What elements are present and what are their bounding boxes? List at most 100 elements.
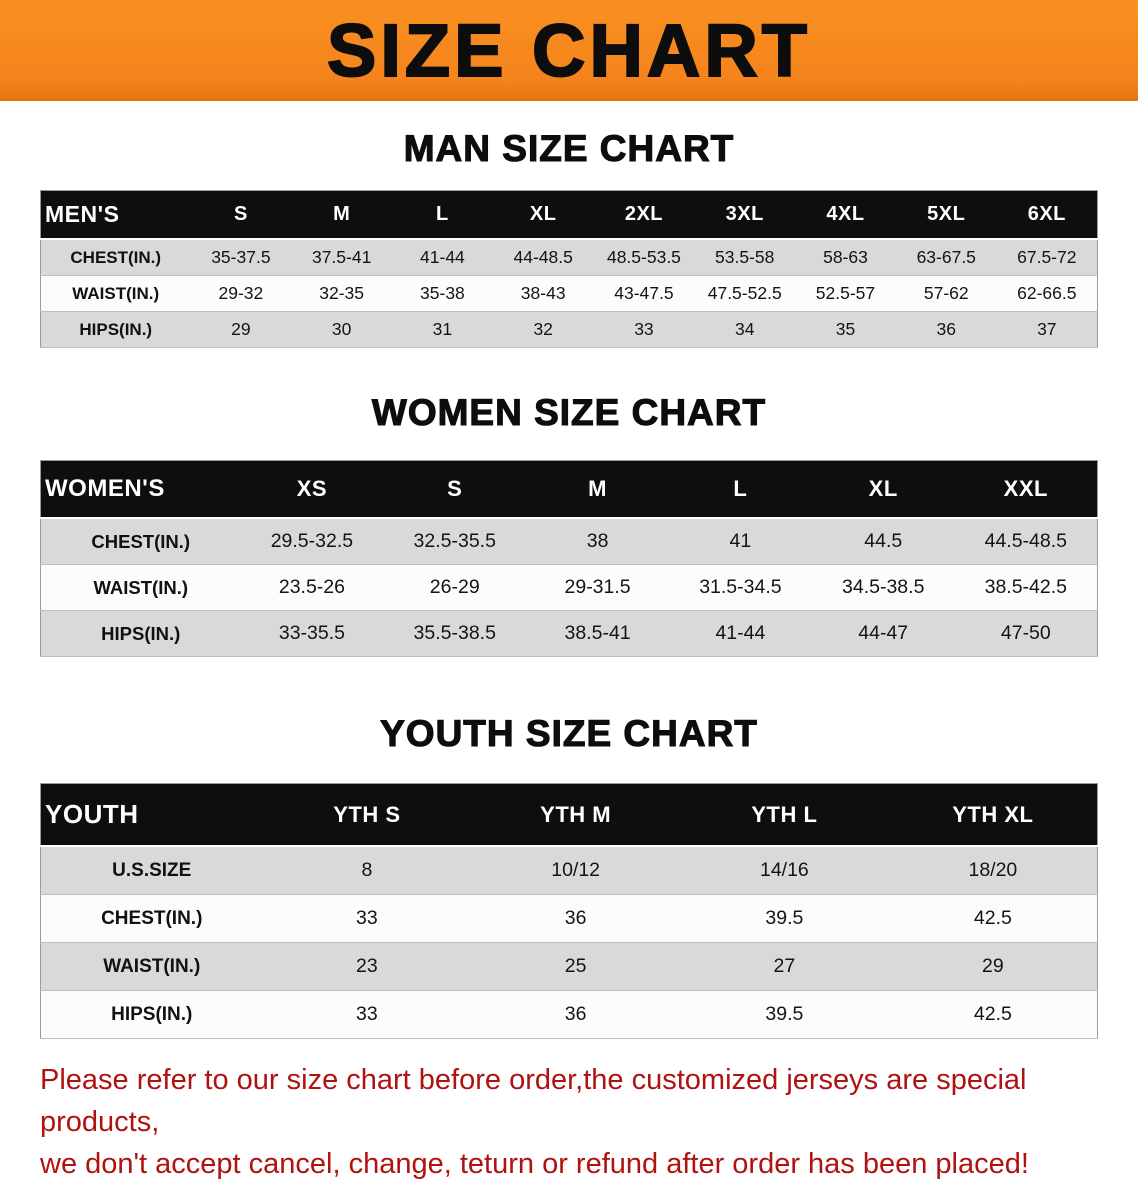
women-size-table: WOMEN'S XS S M L XL XXL CHEST(IN.) 29.5-32.5 32.5… (40, 460, 1098, 657)
table-header-row: MEN'S S M L XL 2XL 3XL 4XL 5XL 6XL (40, 190, 1098, 240)
data-cell: 39.5 (680, 990, 889, 1039)
youth-size-section: YOUTH SIZE CHART YOUTH YTH S YTH M YTH L YTH… (0, 712, 1138, 1039)
size-chart-banner: SIZE CHART (0, 0, 1138, 101)
data-cell: 47-50 (954, 610, 1098, 657)
men-size-section: MAN SIZE CHART MEN'S S M L XL 2XL 3XL 4XL 5XL 6XL… (0, 127, 1138, 348)
table-header-cell: 6XL (996, 190, 1098, 240)
table-header-cell: YTH S (262, 783, 472, 847)
data-cell: 35.5-38.5 (383, 610, 527, 657)
data-cell: 32-35 (291, 275, 393, 312)
data-cell: 25 (471, 942, 680, 991)
data-cell: 44.5 (811, 518, 955, 565)
table-header-label: MEN'S (40, 190, 191, 240)
disclaimer: Please refer to our size chart before or… (40, 1059, 1138, 1185)
data-cell: 26-29 (383, 564, 527, 611)
table-header-cell: YTH XL (888, 783, 1098, 847)
data-cell: 33-35.5 (240, 610, 384, 657)
data-cell: 44-47 (811, 610, 955, 657)
row-label: WAIST(IN.) (40, 564, 241, 611)
youth-section-heading: YOUTH SIZE CHART (380, 712, 758, 754)
data-cell: 31.5-34.5 (668, 564, 812, 611)
data-cell: 36 (471, 990, 680, 1039)
data-cell: 63-67.5 (895, 239, 997, 276)
data-cell: 23 (262, 942, 472, 991)
table-row: WAIST(IN.) 23.5-26 26-29 29-31.5 31.5-34.5 34… (40, 564, 1098, 611)
data-cell: 44-48.5 (492, 239, 594, 276)
data-cell: 35-37.5 (190, 239, 292, 276)
data-cell: 29 (190, 311, 292, 348)
table-header-cell: XL (492, 190, 594, 240)
data-cell: 36 (895, 311, 997, 348)
data-cell: 37 (996, 311, 1098, 348)
table-row: CHEST(IN.) 29.5-32.5 32.5-35.5 38 41 44.5 44.5… (40, 518, 1098, 565)
row-label: HIPS(IN.) (40, 990, 263, 1039)
data-cell: 29.5-32.5 (240, 518, 384, 565)
table-header-row: WOMEN'S XS S M L XL XXL (40, 460, 1098, 519)
row-label: U.S.SIZE (40, 846, 263, 895)
table-header-label: WOMEN'S (40, 460, 241, 519)
data-cell: 34 (694, 311, 796, 348)
data-cell: 62-66.5 (996, 275, 1098, 312)
data-cell: 58-63 (795, 239, 896, 276)
table-row: WAIST(IN.) 29-32 32-35 35-38 38-43 43-47.5 47.… (40, 275, 1098, 312)
data-cell: 38 (526, 518, 669, 565)
table-header-cell: L (392, 190, 493, 240)
data-cell: 38.5-41 (526, 610, 669, 657)
table-header-cell: XXL (954, 460, 1098, 519)
row-label: WAIST(IN.) (40, 275, 191, 312)
data-cell: 47.5-52.5 (694, 275, 796, 312)
men-size-table: MEN'S S M L XL 2XL 3XL 4XL 5XL 6XL CHEST(IN.) 35-37… (40, 190, 1098, 348)
data-cell: 38-43 (492, 275, 594, 312)
data-cell: 34.5-38.5 (811, 564, 955, 611)
table-header-cell: 3XL (694, 190, 796, 240)
table-header-cell: 4XL (795, 190, 896, 240)
women-size-section: WOMEN SIZE CHART WOMEN'S XS S M L XL XXL CHEST(… (0, 391, 1138, 657)
data-cell: 39.5 (680, 894, 889, 943)
disclaimer-line-1: Please refer to our size chart before or… (40, 1064, 1027, 1139)
table-row: HIPS(IN.) 29 30 31 32 33 34 35 36 37 (40, 311, 1098, 348)
women-section-heading: WOMEN SIZE CHART (371, 391, 767, 433)
data-cell: 29-31.5 (526, 564, 669, 611)
data-cell: 31 (392, 311, 493, 348)
data-cell: 42.5 (888, 990, 1098, 1039)
data-cell: 44.5-48.5 (954, 518, 1098, 565)
row-label: CHEST(IN.) (40, 518, 241, 565)
table-row: HIPS(IN.) 33-35.5 35.5-38.5 38.5-41 41-44 44-… (40, 610, 1098, 657)
table-header-cell: S (383, 460, 527, 519)
table-header-row: YOUTH YTH S YTH M YTH L YTH XL (40, 783, 1098, 847)
table-header-cell: M (526, 460, 669, 519)
row-label: CHEST(IN.) (40, 239, 191, 276)
data-cell: 41-44 (392, 239, 493, 276)
table-header-cell: YTH L (680, 783, 889, 847)
data-cell: 32.5-35.5 (383, 518, 527, 565)
page-title: SIZE CHART (326, 8, 811, 92)
data-cell: 18/20 (888, 846, 1098, 895)
table-header-label: YOUTH (40, 783, 263, 847)
data-cell: 8 (262, 846, 472, 895)
row-label: CHEST(IN.) (40, 894, 263, 943)
data-cell: 57-62 (895, 275, 997, 312)
data-cell: 32 (492, 311, 594, 348)
table-header-cell: XS (240, 460, 384, 519)
data-cell: 48.5-53.5 (593, 239, 695, 276)
data-cell: 23.5-26 (240, 564, 384, 611)
data-cell: 35 (795, 311, 896, 348)
table-row: U.S.SIZE 8 10/12 14/16 18/20 (40, 846, 1098, 895)
data-cell: 10/12 (471, 846, 680, 895)
table-header-cell: S (190, 190, 292, 240)
data-cell: 33 (593, 311, 695, 348)
data-cell: 33 (262, 894, 472, 943)
data-cell: 38.5-42.5 (954, 564, 1098, 611)
row-label: WAIST(IN.) (40, 942, 263, 991)
data-cell: 33 (262, 990, 472, 1039)
row-label: HIPS(IN.) (40, 610, 241, 657)
table-row: CHEST(IN.) 35-37.5 37.5-41 41-44 44-48.5 48.5… (40, 239, 1098, 276)
data-cell: 30 (291, 311, 393, 348)
data-cell: 41-44 (668, 610, 812, 657)
table-row: WAIST(IN.) 23 25 27 29 (40, 942, 1098, 991)
data-cell: 29-32 (190, 275, 292, 312)
data-cell: 37.5-41 (291, 239, 393, 276)
data-cell: 29 (888, 942, 1098, 991)
data-cell: 67.5-72 (996, 239, 1098, 276)
table-row: HIPS(IN.) 33 36 39.5 42.5 (40, 990, 1098, 1039)
